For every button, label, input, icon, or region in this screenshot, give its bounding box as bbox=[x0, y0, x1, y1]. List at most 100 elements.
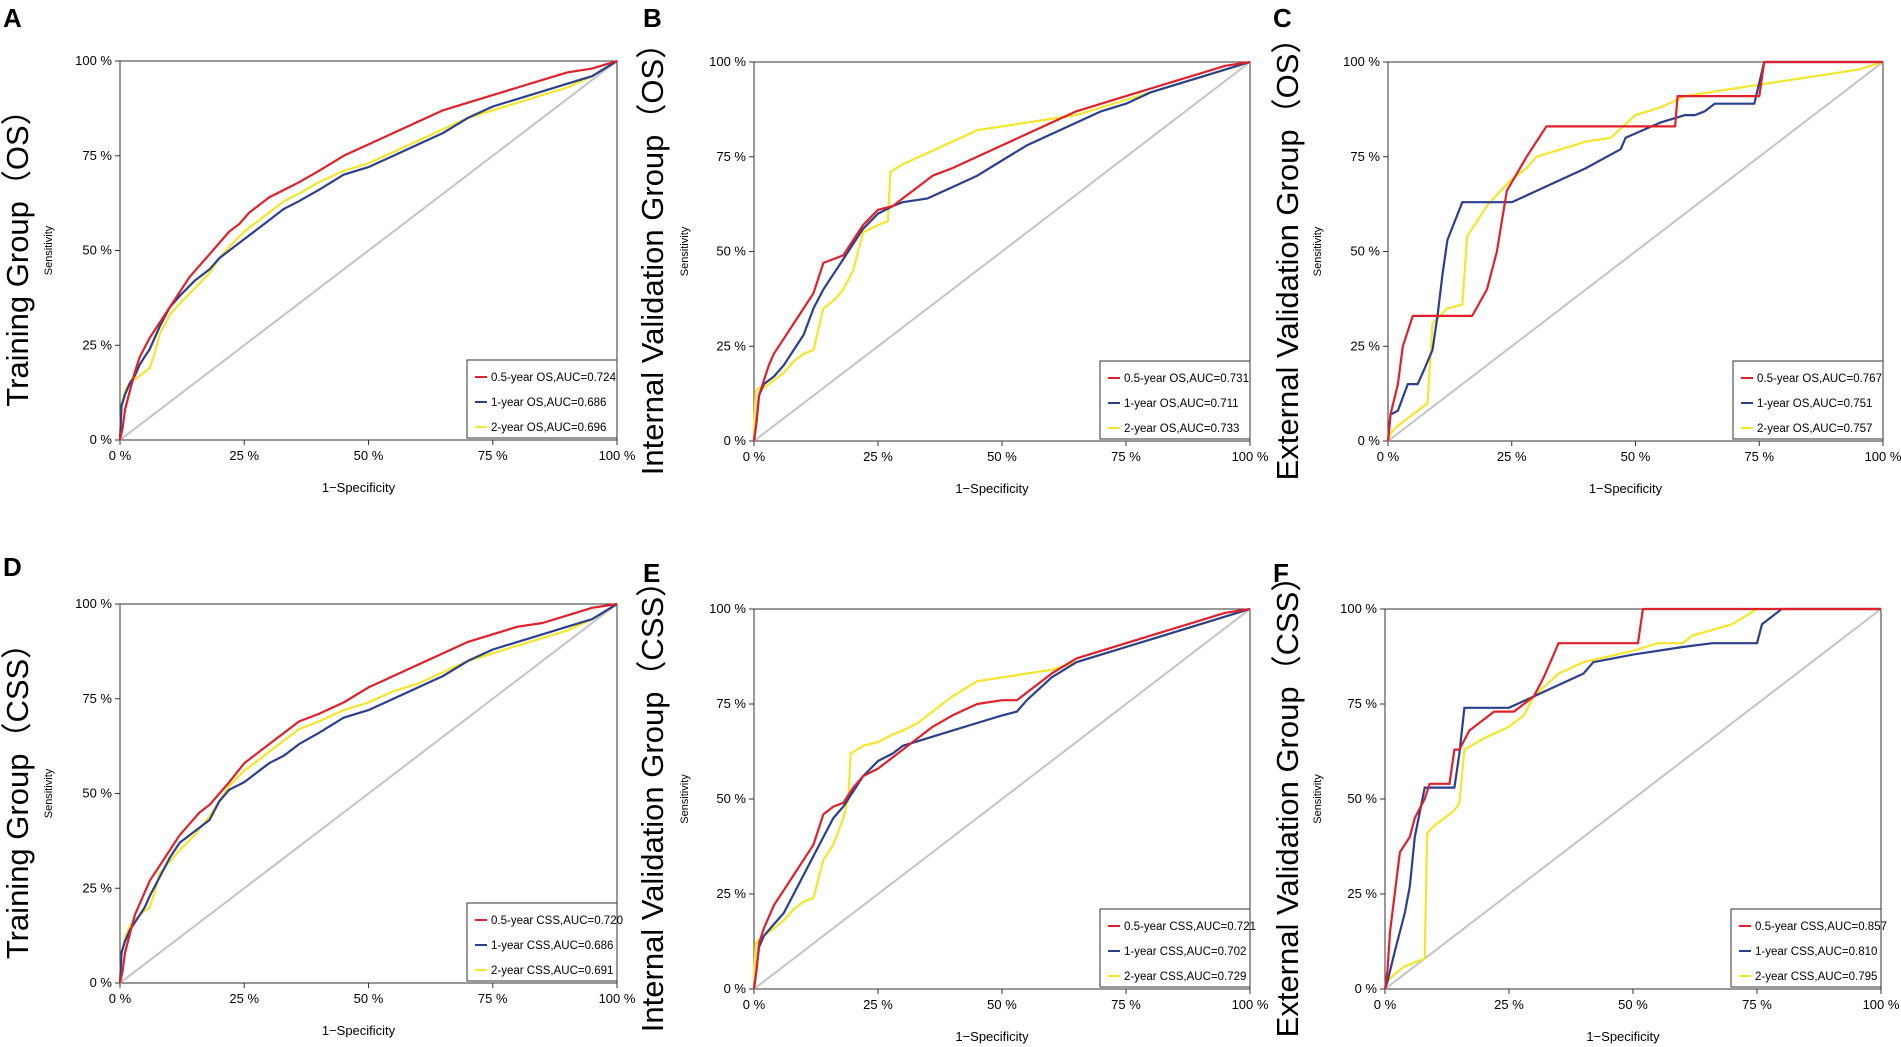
roc-curve-series-3 bbox=[118, 60, 618, 441]
y-tick-label: 25 % bbox=[82, 880, 112, 895]
x-tick-label: 0 % bbox=[109, 991, 132, 1006]
x-axis-label: 1−Specificity bbox=[955, 481, 1029, 496]
y-tick-label: 50 % bbox=[1347, 791, 1377, 806]
panel-letter: C bbox=[1273, 3, 1292, 33]
panel-letter: D bbox=[3, 552, 22, 582]
y-tick-label: 0 % bbox=[1355, 981, 1378, 996]
roc-curve-series-1 bbox=[118, 602, 618, 984]
legend: 0.5-year CSS,AUC=0.721 1-year CSS,AUC=0.7… bbox=[1099, 908, 1256, 988]
legend-entry: 1-year OS,AUC=0.686 bbox=[491, 397, 606, 409]
y-tick-label: 0 % bbox=[724, 981, 747, 996]
y-tick-label: 100 % bbox=[1343, 54, 1380, 69]
roc-curve-series-3 bbox=[1386, 60, 1884, 442]
legend-entry: 0.5-year OS,AUC=0.767 bbox=[1757, 373, 1882, 385]
x-tick-label: 50 % bbox=[354, 448, 384, 463]
x-tick-label: 0 % bbox=[743, 449, 766, 464]
reference-diagonal bbox=[119, 60, 618, 441]
roc-curve-series-2 bbox=[1386, 60, 1883, 442]
roc-curve-series-1 bbox=[118, 59, 618, 441]
y-axis-label: Sensitivity bbox=[43, 768, 55, 818]
roc-curve-series-3 bbox=[1383, 607, 1881, 990]
roc-curve-series-3 bbox=[118, 603, 618, 984]
x-tick-label: 100 % bbox=[1232, 449, 1269, 464]
x-tick-label: 50 % bbox=[987, 997, 1017, 1012]
legend: 0.5-year OS,AUC=0.731 1-year OS,AUC=0.711… bbox=[1099, 360, 1251, 440]
legend-entry: 0.5-year OS,AUC=0.724 bbox=[491, 372, 617, 384]
x-tick-label: 0 % bbox=[109, 448, 132, 463]
roc-curve-series-3 bbox=[752, 60, 1251, 442]
y-tick-label: 100 % bbox=[1340, 601, 1377, 616]
y-tick-label: 0 % bbox=[90, 432, 113, 447]
legend: 0.5-year OS,AUC=0.724 1-year OS,AUC=0.686… bbox=[466, 359, 618, 439]
x-tick-label: 75 % bbox=[1742, 997, 1772, 1012]
x-tick-label: 75 % bbox=[1744, 449, 1774, 464]
x-tick-label: 25 % bbox=[229, 991, 259, 1006]
x-tick-label: 75 % bbox=[1111, 449, 1141, 464]
x-tick-label: 100 % bbox=[1865, 449, 1901, 464]
chart-panel-d: D Training Group（CSS） Sensitivity 0 % 25 % 50… bbox=[0, 552, 636, 1038]
panel-letter: E bbox=[643, 558, 660, 588]
legend: 0.5-year CSS,AUC=0.857 1-year CSS,AUC=0.8… bbox=[1730, 908, 1887, 988]
group-label: Training Group（CSS） bbox=[0, 628, 35, 959]
legend-entry: 2-year CSS,AUC=0.729 bbox=[1124, 971, 1246, 983]
legend-entry: 1-year OS,AUC=0.711 bbox=[1124, 398, 1239, 410]
legend-entry: 0.5-year OS,AUC=0.731 bbox=[1124, 373, 1249, 385]
y-tick-label: 100 % bbox=[709, 601, 746, 616]
y-tick-label: 100 % bbox=[709, 54, 746, 69]
legend-box bbox=[466, 902, 618, 982]
group-label: Training Group（OS） bbox=[0, 94, 35, 406]
roc-curve-series-1 bbox=[1383, 607, 1881, 990]
y-tick-label: 75 % bbox=[1350, 149, 1380, 164]
legend-entry: 0.5-year CSS,AUC=0.721 bbox=[1124, 921, 1256, 933]
y-tick-label: 50 % bbox=[716, 791, 746, 806]
y-tick-label: 50 % bbox=[82, 786, 112, 801]
x-axis-label: 1−Specificity bbox=[1586, 1029, 1660, 1044]
y-tick-label: 75 % bbox=[82, 691, 112, 706]
y-tick-label: 25 % bbox=[1347, 886, 1377, 901]
roc-curve-series-1 bbox=[752, 607, 1251, 990]
x-tick-label: 100 % bbox=[599, 991, 636, 1006]
y-tick-label: 75 % bbox=[82, 148, 112, 163]
y-tick-label: 75 % bbox=[716, 149, 746, 164]
x-tick-label: 25 % bbox=[1494, 997, 1524, 1012]
y-tick-label: 75 % bbox=[716, 696, 746, 711]
x-tick-label: 75 % bbox=[478, 448, 508, 463]
y-axis-label: Sensitivity bbox=[1312, 226, 1324, 276]
x-tick-label: 25 % bbox=[863, 449, 893, 464]
x-tick-label: 50 % bbox=[1618, 997, 1648, 1012]
roc-curve-series-1 bbox=[752, 60, 1251, 442]
x-tick-label: 0 % bbox=[1374, 997, 1397, 1012]
x-axis-label: 1−Specificity bbox=[322, 1023, 396, 1038]
x-tick-label: 100 % bbox=[1232, 997, 1269, 1012]
x-axis-label: 1−Specificity bbox=[1589, 481, 1663, 496]
reference-diagonal bbox=[753, 608, 1251, 990]
chart-panel-a: A Training Group（OS） Sensitivity 0 % 25 % 50 … bbox=[0, 3, 636, 495]
reference-diagonal bbox=[1387, 61, 1884, 442]
y-axis-label: Sensitivity bbox=[679, 226, 691, 276]
legend-entry: 1-year OS,AUC=0.751 bbox=[1757, 398, 1872, 410]
y-tick-label: 0 % bbox=[724, 433, 747, 448]
y-tick-label: 100 % bbox=[75, 53, 112, 68]
legend: 0.5-year CSS,AUC=0.720 1-year CSS,AUC=0.6… bbox=[466, 902, 623, 982]
legend: 0.5-year OS,AUC=0.767 1-year OS,AUC=0.751… bbox=[1732, 360, 1884, 440]
group-label: Internal Validation Group（OS） bbox=[635, 28, 670, 475]
y-tick-label: 25 % bbox=[716, 886, 746, 901]
x-axis-label: 1−Specificity bbox=[322, 480, 396, 495]
legend-entry: 2-year CSS,AUC=0.691 bbox=[491, 965, 613, 977]
legend-entry: 2-year OS,AUC=0.757 bbox=[1757, 423, 1872, 435]
y-tick-label: 100 % bbox=[75, 596, 112, 611]
y-tick-label: 0 % bbox=[90, 975, 113, 990]
legend-box bbox=[1732, 360, 1884, 440]
legend-entry: 0.5-year CSS,AUC=0.857 bbox=[1755, 921, 1887, 933]
legend-entry: 1-year CSS,AUC=0.810 bbox=[1755, 946, 1877, 958]
x-tick-label: 0 % bbox=[1377, 449, 1400, 464]
reference-diagonal bbox=[1384, 608, 1882, 990]
y-axis-label: Sensitivity bbox=[1312, 774, 1324, 824]
legend-box bbox=[1099, 360, 1251, 440]
legend-box bbox=[466, 359, 618, 439]
x-tick-label: 100 % bbox=[599, 448, 636, 463]
